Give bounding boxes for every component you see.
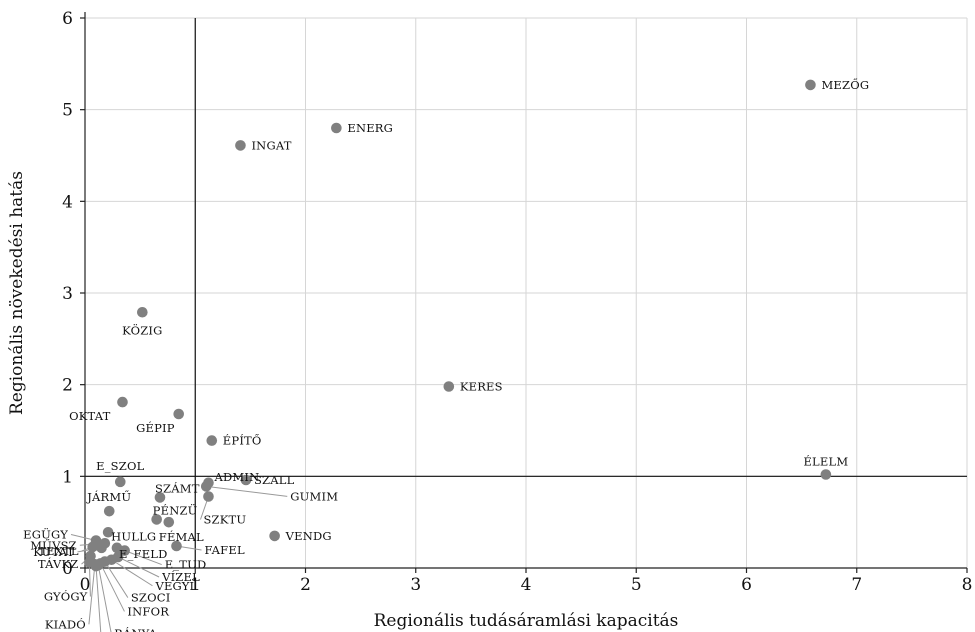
y-tick-label: 3 [62,284,73,304]
data-point [235,140,246,151]
axes: 0 1 2 3 4 5 6 7 8 0 1 2 3 4 5 6 [62,9,972,595]
data-point [206,435,218,446]
point-label: E_FELD [119,547,168,561]
data-point [173,408,185,420]
data-point [820,469,832,480]
data-point [203,491,214,502]
y-tick-label: 4 [62,192,73,212]
point-label: FAFEL [205,543,245,557]
leader-line [117,556,160,578]
point-label: KERES [460,380,503,394]
point-label: MŰVSZ [30,538,77,552]
data-point [331,122,342,134]
data-point [103,505,115,517]
data-point [119,545,130,556]
y-tick-label: 5 [62,101,73,121]
leader-line [99,563,125,612]
x-tick-label: 1 [190,575,201,595]
leader-line [206,485,288,497]
point-label: MEZŐG [821,78,869,92]
data-point [102,526,114,538]
leader-line [97,565,112,632]
point-label: ÉLELM [803,455,848,469]
data-point [87,541,99,553]
data-point [90,560,102,572]
point-label: FÉMAL [159,530,204,544]
point-label: BÁNYA [114,626,157,632]
data-point [443,381,455,392]
x-tick-label: 4 [521,575,532,595]
point-label: INFOR [127,604,169,618]
x-tick-label: 7 [851,575,862,595]
point-label: VILLA [60,629,99,632]
y-tick-label: 0 [62,559,73,579]
leader-line [95,566,102,632]
point-label: VEGYI [154,579,194,593]
point-label: KUTAT [33,545,74,559]
point-label: KÖZIG [122,323,162,337]
data-point [151,514,162,525]
x-tick-label: 5 [631,575,642,595]
point-label: JÁRMŰ [86,490,131,504]
point-label: INGAT [251,138,291,152]
x-axis-title: Regionális tudásáramlási kapacitás [374,611,679,631]
data-point [805,79,816,91]
data-point [154,492,166,503]
point-label: PÉNZÜ [153,503,198,517]
grid [85,17,968,568]
point-label: GYÓGY [44,590,88,604]
y-tick-label: 6 [62,9,73,29]
point-label: VENDG [285,529,332,543]
point-label: SZOCI [131,591,171,605]
point-label: E_TUD [165,558,207,572]
point-label: GUMIM [290,489,338,503]
data-point [114,476,126,488]
point-label: TEXTL [38,544,79,558]
y-tick-label: 1 [62,467,73,487]
data-point [163,516,175,528]
point-label: E_SZOL [96,459,144,473]
data-point [240,474,252,486]
y-axis-title: Regionális növekedési hatás [7,171,27,415]
point-label: SZÁMT [155,481,200,495]
point-label: SZKTU [203,513,246,527]
point-label: EGÜGY [23,528,68,542]
leader-line [88,564,96,625]
data-point [137,306,148,318]
leader-line [124,550,162,566]
x-tick-label: 0 [80,575,91,595]
point-label: KIADÓ [45,617,86,631]
point-label: TÁVKZ [38,557,79,571]
point-label: OKTAT [69,409,111,423]
point-label: VÍZEL [161,570,200,584]
leader-line [104,561,129,598]
point-label: ÉPÍTŐ [223,434,262,448]
point-label: GÉPIP [136,421,175,435]
data-points [84,79,832,572]
point-labels: MEZŐG ENERG INGAT KÖZIG KERES OKTAT GÉPIP ÉPÍTŐ… [23,78,869,632]
point-label: HULLG [111,529,156,543]
leader-line [88,562,91,597]
data-point [171,540,182,552]
x-tick-label: 8 [962,575,973,595]
y-tick-label: 2 [62,376,73,396]
x-tick-label: 3 [410,575,421,595]
point-label: ENERG [347,121,393,135]
data-point [117,396,128,408]
data-point [96,542,107,554]
x-tick-label: 2 [300,575,311,595]
data-point [269,530,280,542]
point-label: ADMIN [213,470,259,484]
data-point [200,481,212,492]
point-label: SZALL [254,473,295,487]
x-tick-label: 6 [741,575,752,595]
leader-line [111,559,153,587]
